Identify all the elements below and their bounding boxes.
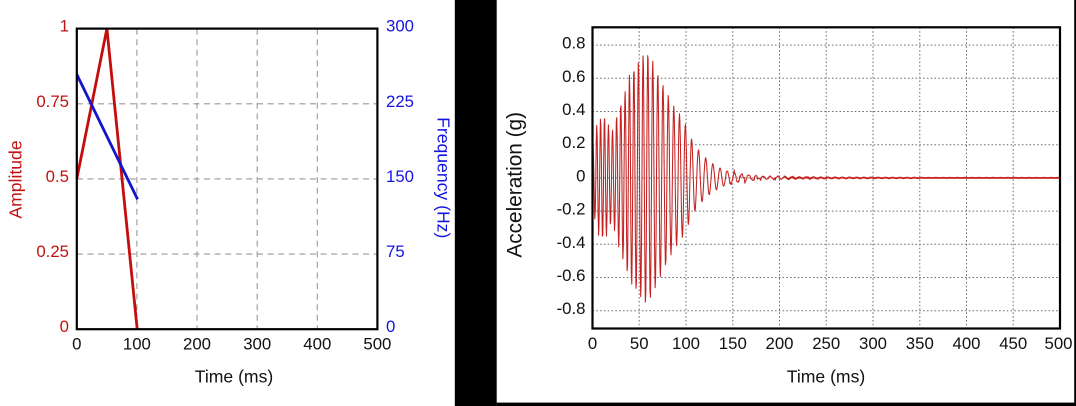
svg-text:400: 400 [303,334,331,353]
svg-text:Amplitude: Amplitude [6,140,26,218]
svg-text:0.5: 0.5 [46,167,69,186]
svg-text:0: 0 [60,317,69,336]
svg-text:0.4: 0.4 [562,100,585,119]
svg-text:Time (ms): Time (ms) [787,367,866,387]
svg-text:100: 100 [123,334,151,353]
svg-text:0.8: 0.8 [562,34,585,53]
svg-text:0: 0 [588,334,597,353]
svg-text:-0.4: -0.4 [557,233,586,252]
svg-text:300: 300 [386,17,414,36]
svg-text:300: 300 [243,334,271,353]
svg-text:300: 300 [859,334,887,353]
svg-text:500: 500 [363,334,391,353]
svg-text:0.25: 0.25 [36,242,69,261]
svg-text:350: 350 [906,334,934,353]
svg-text:0.2: 0.2 [562,133,585,152]
svg-text:250: 250 [812,334,840,353]
svg-text:0: 0 [386,317,395,336]
svg-text:Time (ms): Time (ms) [195,367,274,387]
svg-text:Acceleration (g): Acceleration (g) [504,112,527,258]
svg-text:Frequency (Hz): Frequency (Hz) [434,117,454,238]
svg-text:-0.2: -0.2 [557,200,586,219]
svg-text:0: 0 [72,334,81,353]
svg-text:100: 100 [672,334,700,353]
svg-text:1: 1 [60,17,69,36]
svg-text:400: 400 [953,334,981,353]
svg-text:150: 150 [719,334,747,353]
svg-text:450: 450 [999,334,1027,353]
svg-text:0.75: 0.75 [36,92,69,111]
svg-text:500: 500 [1045,334,1073,353]
svg-text:0.6: 0.6 [562,67,585,86]
svg-text:50: 50 [630,334,649,353]
svg-text:0: 0 [576,166,585,185]
svg-text:-0.8: -0.8 [557,299,586,318]
svg-text:75: 75 [386,242,405,261]
svg-text:-0.6: -0.6 [557,266,586,285]
svg-text:200: 200 [183,334,211,353]
svg-text:200: 200 [766,334,794,353]
svg-text:150: 150 [386,167,414,186]
svg-text:225: 225 [386,92,414,111]
